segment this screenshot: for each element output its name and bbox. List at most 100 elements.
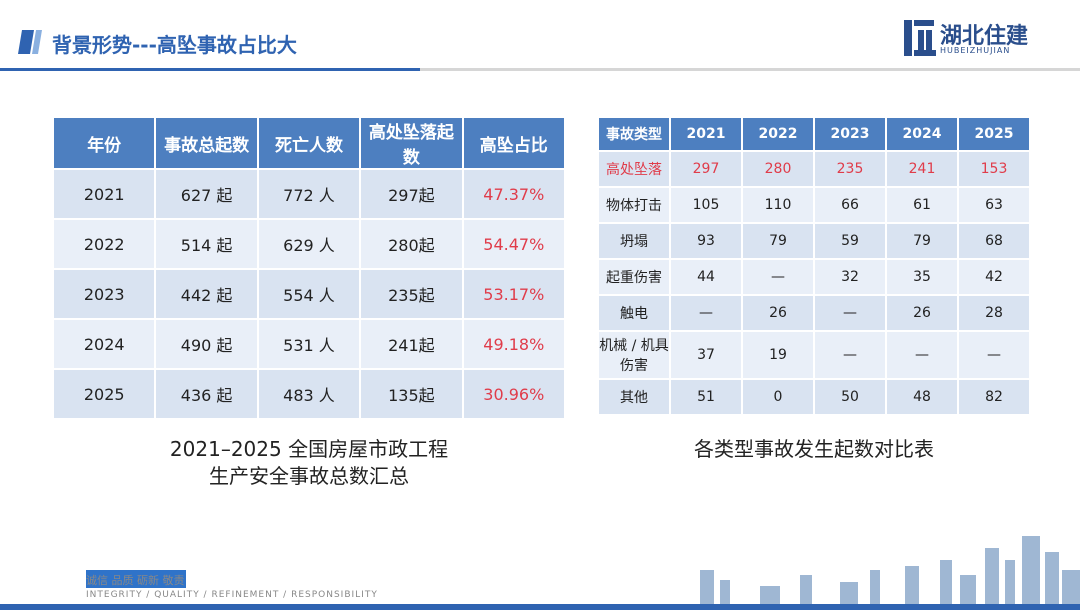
cell: 514 起 bbox=[154, 218, 259, 270]
cell: 63 bbox=[957, 186, 1031, 224]
cell: 82 bbox=[957, 378, 1031, 416]
header-cell: 高坠占比 bbox=[461, 116, 567, 170]
cell: 49.18% bbox=[461, 318, 567, 370]
accident-type-table: 事故类型 2021 2022 2023 2024 2025 高处坠落 297 280 235 241… bbox=[597, 116, 1031, 416]
cell: 235起 bbox=[359, 268, 464, 320]
logo-text: 湖北住建 bbox=[940, 24, 1029, 49]
cell: 241起 bbox=[359, 318, 464, 370]
cell: 241 bbox=[885, 150, 959, 188]
cell: 79 bbox=[741, 222, 815, 260]
cell: 37 bbox=[669, 330, 743, 380]
cell: 26 bbox=[885, 294, 959, 332]
header-rule bbox=[0, 68, 1080, 71]
cell: 32 bbox=[813, 258, 887, 296]
cell: 554 人 bbox=[256, 268, 362, 320]
header-cell: 事故类型 bbox=[597, 116, 671, 152]
row: 起重伤害 44—32 35 42 bbox=[597, 258, 1031, 296]
row: 触电 —26—26 28 bbox=[597, 294, 1031, 332]
cell: 2022 bbox=[51, 218, 157, 270]
cell: 50 bbox=[813, 378, 887, 416]
cell: — bbox=[813, 294, 887, 332]
header-cell: 2022 bbox=[741, 116, 815, 152]
cell: 93 bbox=[669, 222, 743, 260]
header-row: 年份 事故总起数 死亡人数 高处坠落起数 高坠占比 bbox=[51, 116, 567, 170]
cell: 483 人 bbox=[256, 368, 362, 420]
row: 2025 436 起 483 人 135起 30.96% bbox=[51, 368, 567, 420]
cell: 51 bbox=[669, 378, 743, 416]
cell: 490 起 bbox=[154, 318, 259, 370]
row: 坍塌 93 79 59 79 68 bbox=[597, 222, 1031, 260]
cell: 高处坠落 bbox=[597, 150, 671, 188]
cell: — bbox=[741, 258, 815, 296]
header-cell: 2025 bbox=[957, 116, 1031, 152]
cell: 44 bbox=[669, 258, 743, 296]
row: 2021 627 起 772 人 297起 47.37% bbox=[51, 168, 567, 220]
cell: 物体打击 bbox=[597, 186, 671, 224]
cell: 47.37% bbox=[461, 168, 567, 220]
caption-line: 2021–2025 全国房屋市政工程 bbox=[169, 437, 449, 461]
header-cell: 高处坠落起数 bbox=[359, 116, 464, 170]
cell: 机械 / 机具伤害 bbox=[597, 330, 671, 380]
cell: 2023 bbox=[51, 268, 157, 320]
title-icon bbox=[32, 30, 42, 54]
caption: 2021–2025 全国房屋市政工程 生产安全事故总数汇总 bbox=[52, 436, 566, 490]
cell: 135起 bbox=[359, 368, 464, 420]
cell: 48 bbox=[885, 378, 959, 416]
cell: 79 bbox=[885, 222, 959, 260]
header-row: 事故类型 2021 2022 2023 2024 2025 bbox=[597, 116, 1031, 152]
cell: 35 bbox=[885, 258, 959, 296]
cell: — bbox=[885, 330, 959, 380]
cell: 442 起 bbox=[154, 268, 259, 320]
cell: 59 bbox=[813, 222, 887, 260]
cell: 53.17% bbox=[461, 268, 567, 320]
header-cell: 2021 bbox=[669, 116, 743, 152]
accident-summary-table: 年份 事故总起数 死亡人数 高处坠落起数 高坠占比 2021 627 起 772 人 297起 4… bbox=[51, 116, 567, 420]
cell: 54.47% bbox=[461, 218, 567, 270]
caption-line: 生产安全事故总数汇总 bbox=[209, 464, 409, 488]
logo-mark bbox=[904, 20, 936, 56]
cell: 19 bbox=[741, 330, 815, 380]
row: 其他 51 0 50 48 82 bbox=[597, 378, 1031, 416]
cell: 235 bbox=[813, 150, 887, 188]
cell: 30.96% bbox=[461, 368, 567, 420]
cell: 629 人 bbox=[256, 218, 362, 270]
cell: 起重伤害 bbox=[597, 258, 671, 296]
cell: 627 起 bbox=[154, 168, 259, 220]
row: 物体打击 105 110 66 61 63 bbox=[597, 186, 1031, 224]
cell: 42 bbox=[957, 258, 1031, 296]
cell: 772 人 bbox=[256, 168, 362, 220]
cell: 触电 bbox=[597, 294, 671, 332]
footer-block bbox=[86, 570, 186, 588]
row: 高处坠落 297 280 235 241 153 bbox=[597, 150, 1031, 188]
cell: — bbox=[957, 330, 1031, 380]
cell: 110 bbox=[741, 186, 815, 224]
footer-rule bbox=[0, 604, 1080, 610]
footer-motto: 诚信 品质 砺新 敬责 bbox=[86, 574, 185, 587]
cell: 2024 bbox=[51, 318, 157, 370]
slide-title: 背景形势---高坠事故占比大 bbox=[52, 33, 297, 57]
row: 机械 / 机具伤害 37 19— — — bbox=[597, 330, 1031, 380]
cell: 153 bbox=[957, 150, 1031, 188]
cell: 26 bbox=[741, 294, 815, 332]
cell: 280起 bbox=[359, 218, 464, 270]
cell: 280 bbox=[741, 150, 815, 188]
logo-sub: HUBEIZHUJIAN bbox=[940, 46, 1011, 55]
cell: 28 bbox=[957, 294, 1031, 332]
header-cell: 年份 bbox=[51, 116, 157, 170]
caption: 各类型事故发生起数对比表 bbox=[694, 437, 934, 461]
cell: 61 bbox=[885, 186, 959, 224]
cell: 其他 bbox=[597, 378, 671, 416]
row: 2023 442 起 554 人 235起 53.17% bbox=[51, 268, 567, 320]
cell: 0 bbox=[741, 378, 815, 416]
header-cell: 死亡人数 bbox=[256, 116, 362, 170]
header-cell: 2024 bbox=[885, 116, 959, 152]
cell: 436 起 bbox=[154, 368, 259, 420]
footer-motto-en: INTEGRITY / QUALITY / REFINEMENT / RESPO… bbox=[86, 590, 378, 600]
cell: 531 人 bbox=[256, 318, 362, 370]
header-cell: 事故总起数 bbox=[154, 116, 259, 170]
header-rule-accent bbox=[0, 68, 420, 71]
cell: 66 bbox=[813, 186, 887, 224]
title-icon bbox=[18, 30, 34, 54]
